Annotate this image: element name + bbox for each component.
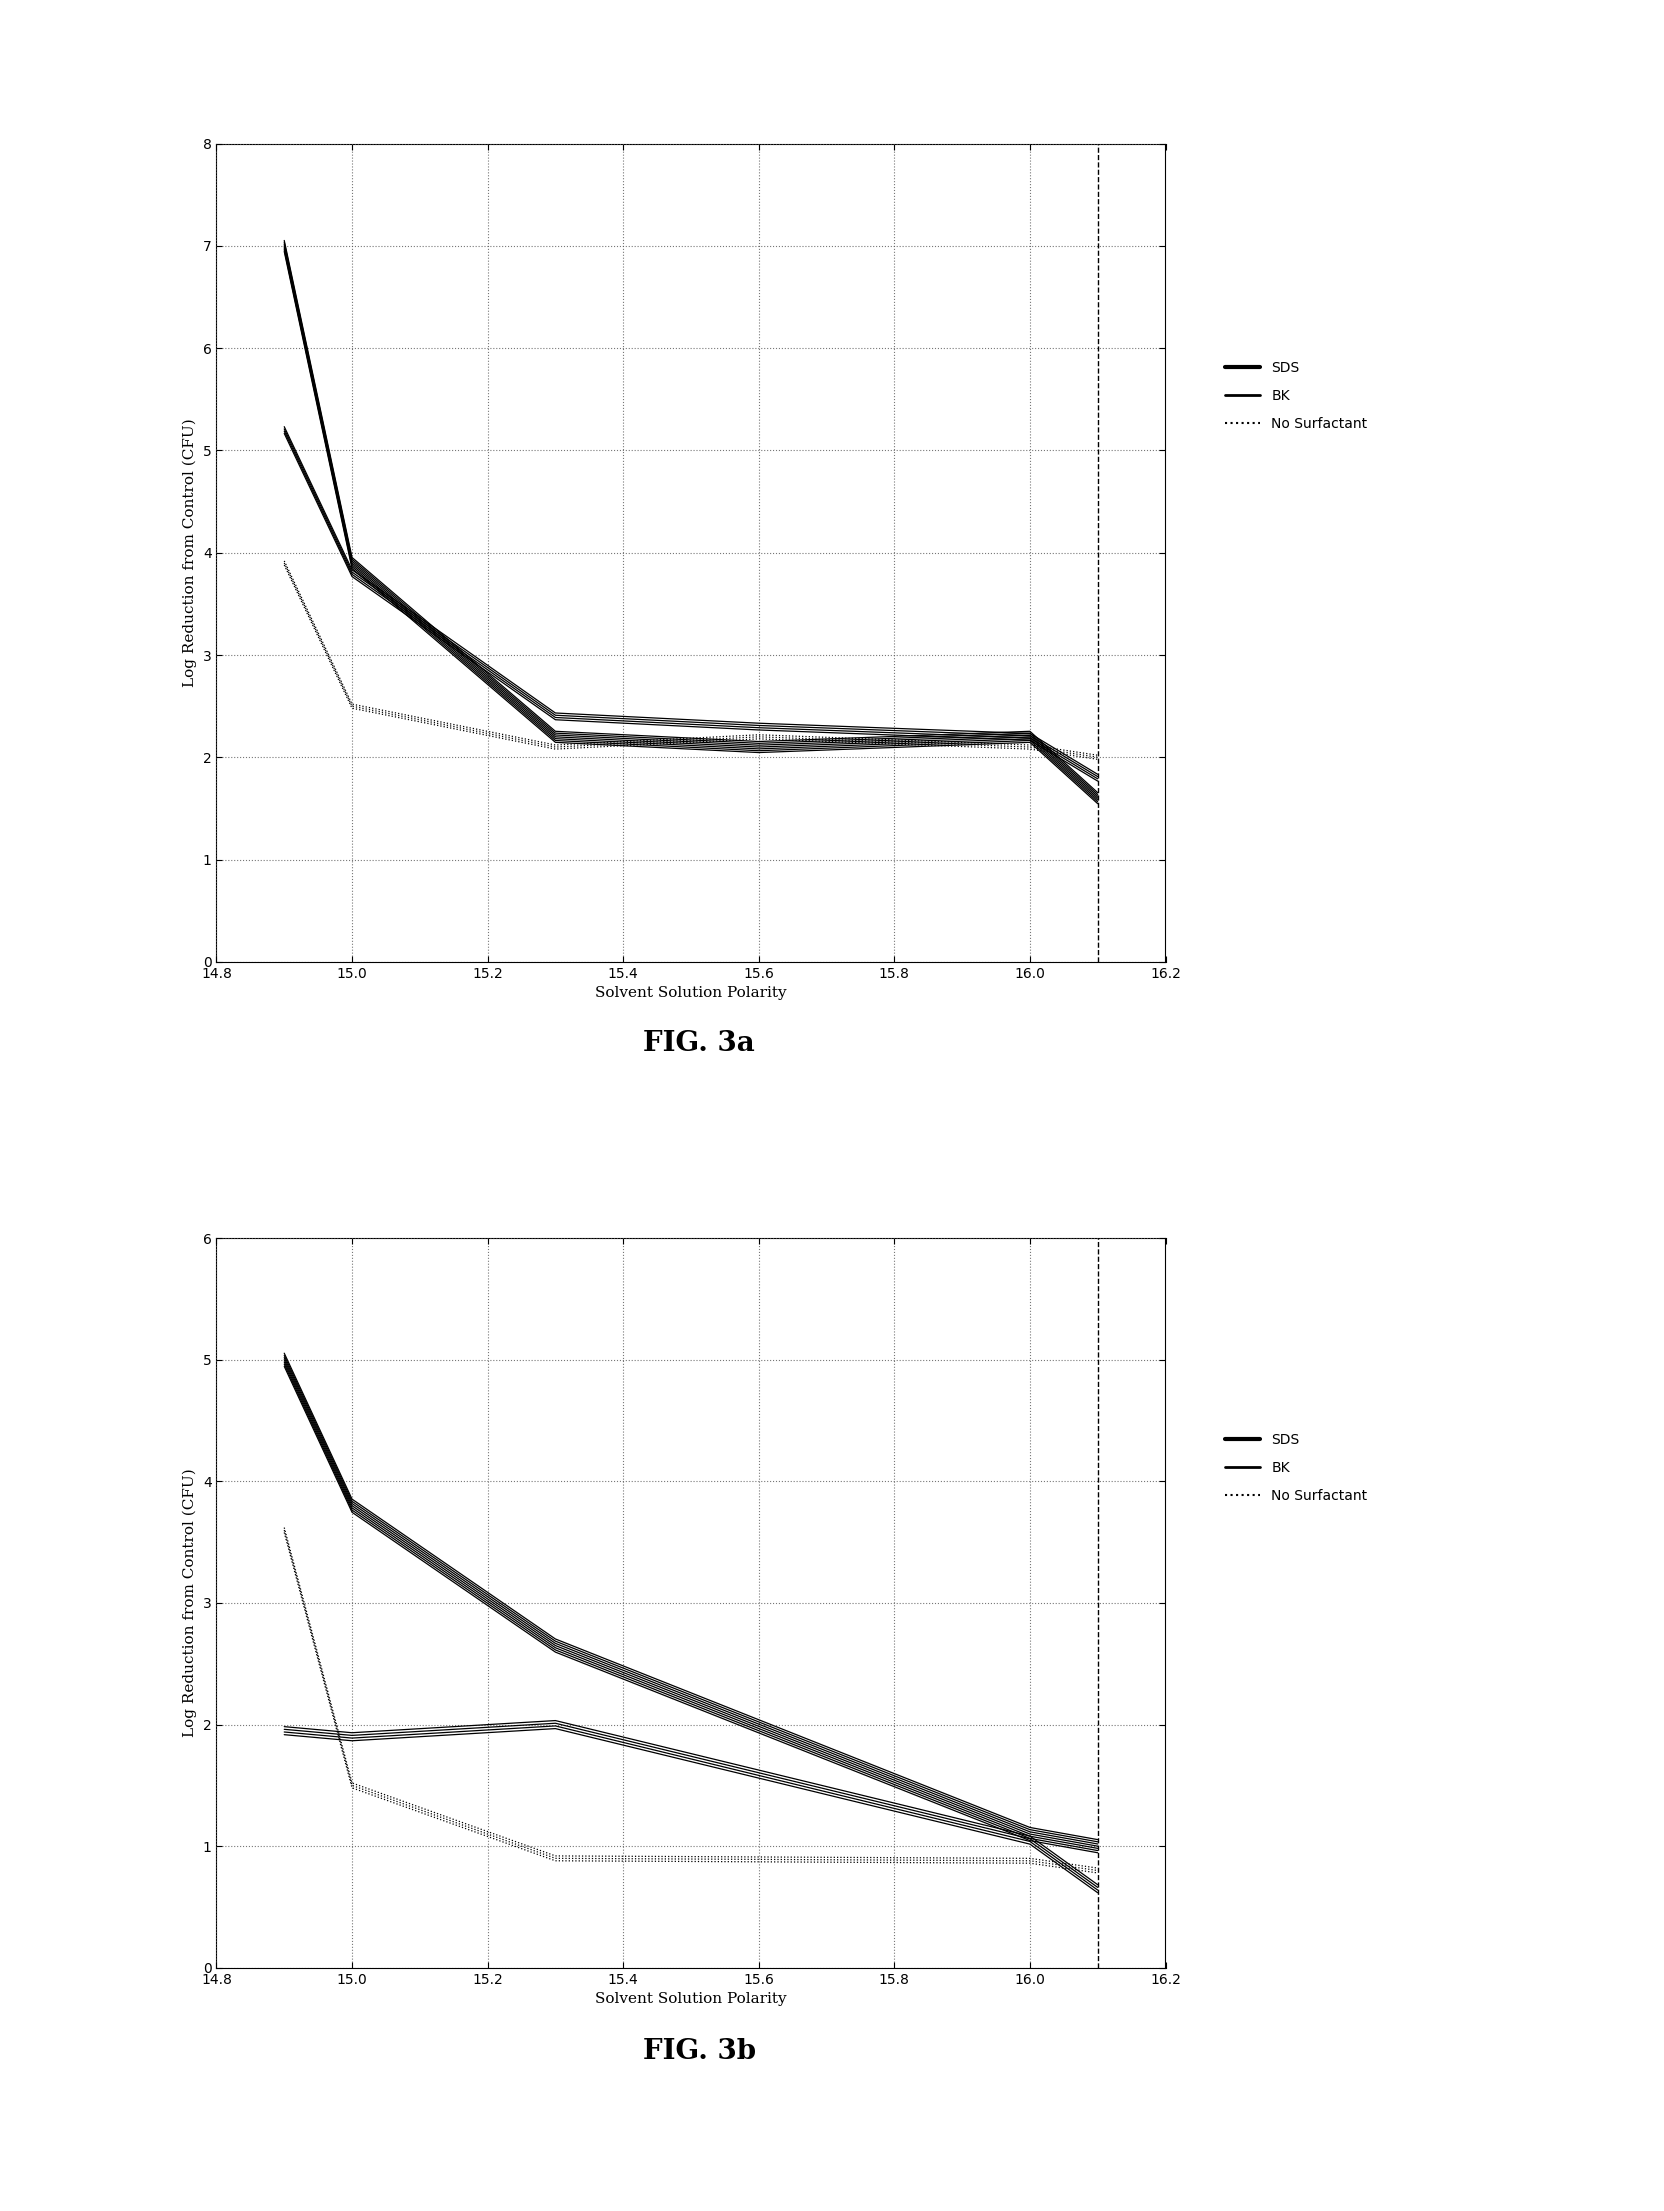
Legend: SDS, BK, No Surfactant: SDS, BK, No Surfactant <box>1220 1428 1373 1508</box>
X-axis label: Solvent Solution Polarity: Solvent Solution Polarity <box>594 1992 787 2005</box>
Text: FIG. 3b: FIG. 3b <box>642 2039 755 2065</box>
Legend: SDS, BK, No Surfactant: SDS, BK, No Surfactant <box>1220 356 1373 436</box>
Y-axis label: Log Reduction from Control (CFU): Log Reduction from Control (CFU) <box>183 418 196 688</box>
X-axis label: Solvent Solution Polarity: Solvent Solution Polarity <box>594 986 787 999</box>
Text: FIG. 3a: FIG. 3a <box>642 1030 755 1057</box>
Y-axis label: Log Reduction from Control (CFU): Log Reduction from Control (CFU) <box>183 1468 196 1738</box>
